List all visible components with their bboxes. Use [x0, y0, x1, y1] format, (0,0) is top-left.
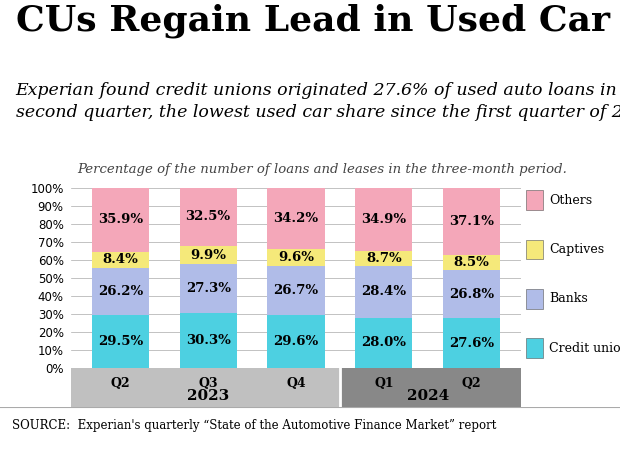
Bar: [267, 315, 325, 368]
Text: Q3: Q3: [198, 377, 218, 390]
Bar: [92, 252, 149, 268]
Bar: [340, 368, 521, 407]
Text: Others: Others: [549, 194, 592, 206]
Bar: [92, 315, 149, 368]
Text: Percentage of the number of loans and leases in the three-month period.: Percentage of the number of loans and le…: [78, 163, 567, 175]
Text: 2023: 2023: [187, 389, 229, 403]
Bar: [180, 246, 237, 264]
Bar: [443, 188, 500, 255]
Bar: [71, 368, 340, 407]
Text: 2024: 2024: [407, 389, 449, 403]
Bar: [526, 338, 543, 358]
Bar: [355, 250, 412, 266]
Text: 29.6%: 29.6%: [273, 335, 319, 348]
Text: 26.8%: 26.8%: [450, 288, 494, 300]
Bar: [526, 289, 543, 309]
Text: CUs Regain Lead in Used Car Lending: CUs Regain Lead in Used Car Lending: [16, 4, 620, 38]
Bar: [526, 239, 543, 259]
Text: Captives: Captives: [549, 243, 604, 256]
Text: Experian found credit unions originated 27.6% of used auto loans in the
second q: Experian found credit unions originated …: [16, 82, 620, 121]
Text: 9.9%: 9.9%: [190, 249, 226, 262]
Text: 27.3%: 27.3%: [185, 282, 231, 295]
Text: Q4: Q4: [286, 377, 306, 390]
Text: 34.2%: 34.2%: [273, 212, 319, 225]
Bar: [180, 188, 237, 246]
Bar: [267, 266, 325, 315]
Text: 29.5%: 29.5%: [98, 335, 143, 348]
Text: Q1: Q1: [374, 377, 394, 390]
Bar: [355, 318, 412, 368]
Bar: [443, 255, 500, 270]
Text: 35.9%: 35.9%: [98, 213, 143, 226]
Text: 28.4%: 28.4%: [361, 285, 407, 298]
Text: Credit unions: Credit unions: [549, 342, 620, 355]
Bar: [267, 249, 325, 266]
Bar: [92, 188, 149, 252]
Text: 26.7%: 26.7%: [273, 284, 319, 297]
Bar: [180, 313, 237, 368]
Text: 34.9%: 34.9%: [361, 213, 407, 225]
Text: Banks: Banks: [549, 292, 588, 306]
Bar: [443, 318, 500, 368]
Text: 8.4%: 8.4%: [102, 253, 138, 266]
Text: 30.3%: 30.3%: [186, 334, 231, 347]
Bar: [267, 188, 325, 249]
Text: 26.2%: 26.2%: [98, 285, 143, 298]
Bar: [526, 190, 543, 210]
Bar: [92, 268, 149, 315]
Text: 8.7%: 8.7%: [366, 252, 402, 265]
Text: 27.6%: 27.6%: [450, 337, 494, 350]
Text: 28.0%: 28.0%: [361, 336, 407, 349]
Text: Q2: Q2: [462, 377, 482, 390]
Bar: [443, 270, 500, 318]
Bar: [355, 266, 412, 318]
Text: SOURCE:  Experian's quarterly “State of the Automotive Finance Market” report: SOURCE: Experian's quarterly “State of t…: [12, 419, 497, 432]
Text: 32.5%: 32.5%: [185, 210, 231, 223]
Text: 37.1%: 37.1%: [450, 214, 494, 227]
Bar: [355, 188, 412, 250]
Bar: [180, 264, 237, 313]
Text: 9.6%: 9.6%: [278, 251, 314, 264]
Text: Q2: Q2: [110, 377, 130, 390]
Text: 8.5%: 8.5%: [454, 256, 490, 269]
